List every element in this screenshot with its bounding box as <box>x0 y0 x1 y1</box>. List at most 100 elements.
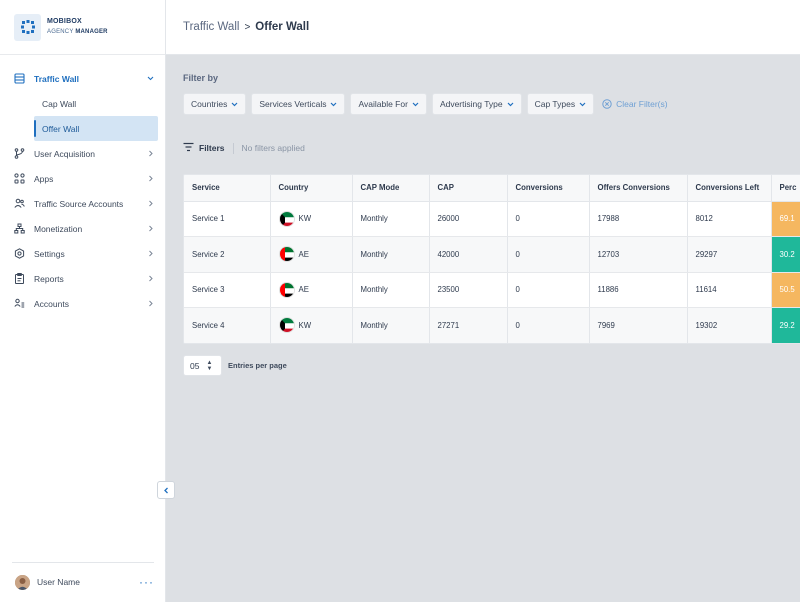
branch-icon <box>13 148 25 160</box>
avatar <box>15 574 30 590</box>
filters-label[interactable]: Filters <box>199 143 225 153</box>
sidebar-item-accounts[interactable]: Accounts <box>0 291 166 316</box>
divider <box>232 142 234 154</box>
cell-cap-mode: Monthly <box>352 272 430 308</box>
cell-service: Service 2 <box>184 236 271 273</box>
table-row[interactable]: Service 1 KW Monthly 26000 0 17988 8012 … <box>184 201 800 237</box>
accounts-icon <box>13 298 25 310</box>
brand-name: MOBIBOX <box>47 18 82 25</box>
available-for-dropdown[interactable]: Available For <box>350 93 427 115</box>
table-row[interactable]: Service 2 AE Monthly 42000 0 12703 29297… <box>184 236 800 273</box>
table-row[interactable]: Service 3 AE Monthly 23500 0 11886 11614… <box>184 272 800 308</box>
page-title: Offer Wall <box>255 21 310 33</box>
logo[interactable]: MOBIBOX AGENCY MANAGER <box>0 0 165 55</box>
hierarchy-icon <box>13 223 25 235</box>
sidebar-subitem-cap-wall[interactable]: Cap Wall <box>42 98 77 109</box>
countries-dropdown[interactable]: Countries <box>183 93 247 115</box>
chevron-right-icon <box>146 300 154 308</box>
filter-bar: Countries Services Verticals Available F… <box>183 93 668 115</box>
sidebar-item-reports[interactable]: Reports <box>0 266 166 291</box>
cell-cap-mode: Monthly <box>352 201 430 237</box>
entries-per-page-label: Entries per page <box>228 361 287 370</box>
cell-service: Service 1 <box>184 201 271 237</box>
column-header[interactable]: Perc <box>771 175 800 202</box>
cell-cap-mode: Monthly <box>352 236 430 273</box>
more-options-icon[interactable]: ··· <box>139 575 154 589</box>
uae-flag-icon <box>278 281 295 298</box>
cell-country: AE <box>298 285 309 295</box>
sidebar-item-user-acquisition[interactable]: User Acquisition <box>0 141 166 166</box>
close-circle-icon <box>602 99 612 109</box>
chevron-down-icon <box>231 101 238 108</box>
breadcrumb-separator: > <box>244 21 251 33</box>
per-page-value: 05 <box>190 360 200 371</box>
chevron-right-icon <box>146 150 154 158</box>
active-filters-row: Filters No filters applied <box>183 142 305 154</box>
user-profile[interactable]: User Name ··· <box>0 562 166 602</box>
chevron-left-icon <box>163 487 168 493</box>
sidebar-item-traffic-source-accounts[interactable]: Traffic Source Accounts <box>0 191 166 216</box>
clear-filters-button[interactable]: Clear Filter(s) <box>602 99 668 109</box>
sidebar-item-apps[interactable]: Apps <box>0 166 166 191</box>
list-icon <box>13 73 25 85</box>
sidebar-item-label: Monetization <box>34 223 83 234</box>
chevron-down-icon <box>579 101 586 108</box>
cell-conversions-left: 11614 <box>687 272 772 308</box>
gear-icon <box>13 248 25 260</box>
advertising-type-dropdown[interactable]: Advertising Type <box>431 93 522 115</box>
sidebar-item-label: User Acquisition <box>34 148 95 159</box>
cell-conversions-left: 19302 <box>687 307 772 343</box>
column-header[interactable]: CAP Mode <box>352 175 430 202</box>
cell-country: KW <box>298 320 312 330</box>
stepper-arrows-icon[interactable]: ▲ ▼ <box>206 359 213 372</box>
breadcrumb-parent[interactable]: Traffic Wall <box>183 21 240 33</box>
sidebar-item-monetization[interactable]: Monetization <box>0 216 166 241</box>
sidebar-subitem-offer-wall[interactable]: Offer Wall <box>34 116 158 141</box>
grid-icon <box>13 173 25 185</box>
sidebar-item-label: Traffic Wall <box>34 73 80 84</box>
user-name: User Name <box>37 577 80 587</box>
table-row[interactable]: Service 4 KW Monthly 27271 0 7969 19302 … <box>184 307 800 343</box>
entries-per-page-select[interactable]: 05 ▲ ▼ <box>183 355 222 376</box>
column-header[interactable]: Country <box>270 175 353 202</box>
column-header[interactable]: Conversions Left <box>687 175 772 202</box>
sidebar-item-label: Settings <box>34 248 65 259</box>
cell-percentage: 69.1 <box>771 201 800 237</box>
chevron-down-icon <box>412 101 419 108</box>
cap-types-dropdown[interactable]: Cap Types <box>526 93 595 115</box>
sidebar-item-label: Reports <box>34 273 64 284</box>
collapse-sidebar-button[interactable] <box>157 481 175 499</box>
cell-conversions-left: 29297 <box>687 236 772 273</box>
cell-country: KW <box>298 214 312 224</box>
column-header[interactable]: CAP <box>429 175 508 202</box>
table-header-row: Service Country CAP Mode CAP Conversions… <box>184 175 800 202</box>
sidebar-item-settings[interactable]: Settings <box>0 241 166 266</box>
cell-cap: 26000 <box>429 201 508 237</box>
column-header[interactable]: Conversions <box>507 175 590 202</box>
cell-offers-conversions: 11886 <box>589 272 688 308</box>
cell-cap: 23500 <box>429 272 508 308</box>
chevron-down-icon <box>146 75 154 83</box>
sidebar-item-label: Accounts <box>34 298 69 309</box>
services-verticals-dropdown[interactable]: Services Verticals <box>251 93 346 115</box>
sidebar: MOBIBOX AGENCY MANAGER Traffic Wall Cap … <box>0 0 166 602</box>
chevron-right-icon <box>146 200 154 208</box>
cell-conversions-left: 8012 <box>687 201 772 237</box>
column-header[interactable]: Service <box>184 175 271 202</box>
sidebar-item-traffic-wall[interactable]: Traffic Wall <box>0 66 166 91</box>
cell-offers-conversions: 17988 <box>589 201 688 237</box>
cell-percentage: 50.5 <box>771 272 800 308</box>
cell-service: Service 4 <box>184 307 271 343</box>
cell-country: AE <box>298 249 309 259</box>
filter-lines-icon[interactable] <box>183 142 194 154</box>
cell-cap: 42000 <box>429 236 508 273</box>
offers-table: Service Country CAP Mode CAP Conversions… <box>183 174 800 344</box>
chevron-right-icon <box>146 175 154 183</box>
column-header[interactable]: Offers Conversions <box>589 175 688 202</box>
cell-conversions: 0 <box>507 201 590 237</box>
chevron-right-icon <box>146 250 154 258</box>
cell-offers-conversions: 7969 <box>589 307 688 343</box>
pagination: 05 ▲ ▼ Entries per page <box>183 355 287 376</box>
cell-conversions: 0 <box>507 236 590 273</box>
cell-percentage: 29.2 <box>771 307 800 343</box>
